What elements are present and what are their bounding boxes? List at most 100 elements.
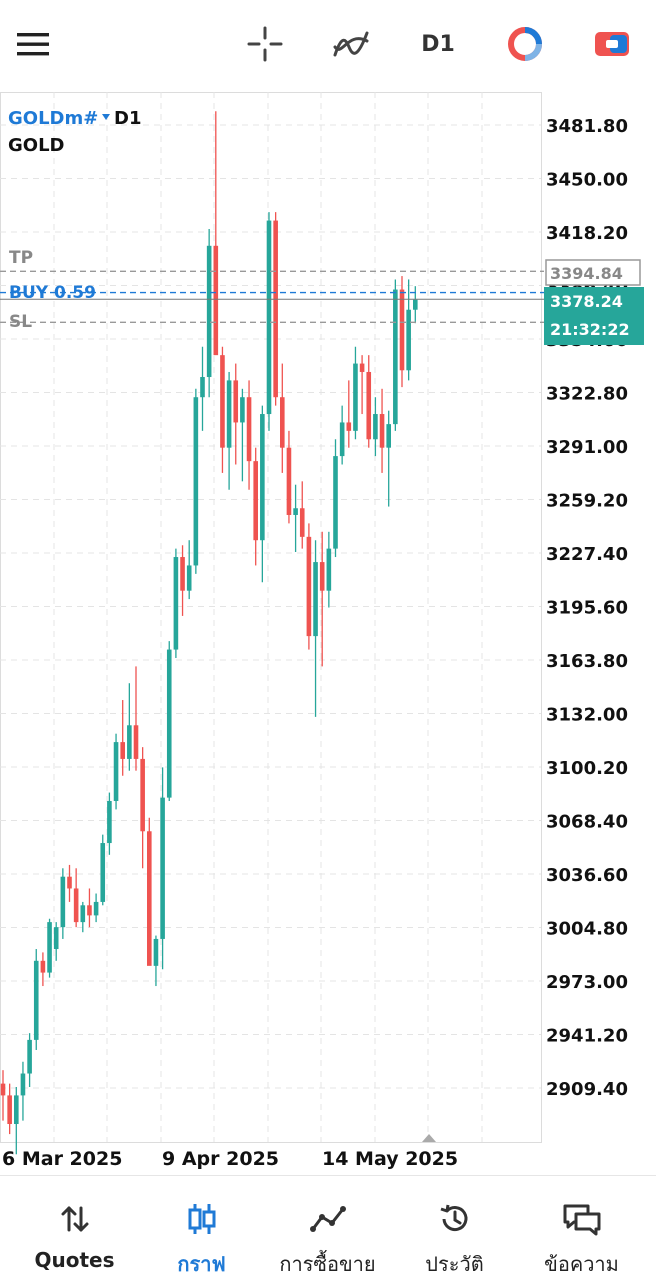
candle-body [153, 938, 159, 966]
sl-label: SL [9, 312, 32, 332]
date-axis: 6 Mar 2025 9 Apr 2025 14 May 2025 [2, 1148, 458, 1170]
crosshair-icon[interactable] [244, 22, 286, 66]
chart-area[interactable]: 3481.803450.003418.203386.403354.603322.… [0, 90, 656, 1175]
nav-trade[interactable]: การซื้อขาย [262, 1176, 393, 1281]
candle-body [73, 888, 79, 923]
candle-body [386, 424, 391, 448]
candle-body [246, 397, 252, 462]
symbol-description: GOLD [8, 135, 65, 156]
chart-icon [187, 1202, 217, 1236]
candle-body [306, 536, 312, 637]
candle-body [166, 649, 172, 798]
tp-price-label: 3394.84 [550, 264, 623, 283]
symbol-label[interactable]: GOLDm# [8, 108, 98, 129]
candle-body [193, 397, 199, 566]
candle-body [286, 447, 292, 515]
bottom-nav: Quotes กราฟ การซื้อขาย ประวัติ ข้อความ [0, 1175, 656, 1281]
price-tick-label: 3259.20 [546, 491, 628, 512]
candle-body [413, 299, 418, 310]
candle-body [266, 220, 272, 415]
candle-body [186, 565, 192, 591]
symbol-dropdown-icon[interactable] [102, 114, 110, 120]
nav-trade-label: การซื้อขาย [279, 1252, 376, 1276]
candle-body [393, 289, 398, 425]
candles-layer [0, 111, 418, 1155]
candle-body [67, 876, 72, 889]
nav-chart[interactable]: กราฟ [136, 1176, 267, 1281]
price-tick-label: 2973.00 [546, 972, 628, 993]
price-tick-label: 2941.20 [546, 1026, 628, 1047]
price-tick-label: 3195.60 [546, 598, 628, 619]
candle-body [206, 245, 212, 378]
price-tick-label: 3450.00 [546, 170, 628, 191]
price-tick-label: 3163.80 [546, 651, 628, 672]
price-tick-label: 3004.80 [546, 919, 628, 940]
candle-body [260, 414, 265, 541]
candle-body [0, 1083, 6, 1096]
price-tick-label: 2909.40 [546, 1079, 628, 1100]
candle-body [280, 397, 285, 448]
current-price-box [544, 287, 644, 345]
candle-body [406, 309, 411, 371]
tp-price-box [545, 259, 641, 286]
candle-body [326, 548, 332, 591]
date-tick-label: 14 May 2025 [322, 1148, 458, 1170]
candle-body [313, 562, 318, 637]
candle-body [7, 1095, 12, 1125]
candle-body [253, 461, 258, 541]
candle-body [133, 725, 139, 759]
candle-body [346, 422, 352, 431]
candle-body [173, 557, 179, 650]
candle-body [80, 905, 86, 923]
candle-body [299, 508, 305, 537]
trade-levels [0, 270, 544, 324]
chart-timeframe-label: D1 [114, 108, 141, 129]
buy-position-label[interactable]: BUY 0.59 [9, 283, 96, 303]
nav-messages[interactable]: ข้อความ [516, 1176, 647, 1281]
nav-history-label: ประวัติ [425, 1252, 484, 1276]
candle-body [233, 380, 239, 423]
price-tick-label: 3132.00 [546, 705, 628, 726]
candle-body [147, 831, 152, 966]
candle-body [333, 456, 338, 549]
top-toolbar: D1 [0, 0, 656, 88]
candle-body [113, 742, 119, 801]
quotes-icon [60, 1202, 90, 1236]
candle-body [53, 927, 59, 950]
nav-quotes-label: Quotes [34, 1248, 115, 1272]
candle-body [379, 414, 385, 448]
plot-frame [0, 92, 542, 1143]
candle-body [33, 960, 39, 1040]
trade-toggle-icon[interactable] [592, 22, 632, 66]
tp-label: TP [9, 248, 33, 268]
scroll-marker-icon[interactable] [422, 1134, 436, 1142]
candle-body [319, 562, 325, 591]
price-tick-label: 3291.00 [546, 437, 628, 458]
nav-history[interactable]: ประวัติ [389, 1176, 520, 1281]
nav-quotes[interactable]: Quotes [9, 1176, 140, 1281]
candle-body [240, 397, 245, 423]
timeframe-button[interactable]: D1 [421, 31, 455, 57]
candle-body [366, 371, 372, 440]
nav-messages-label: ข้อความ [544, 1252, 619, 1276]
bar-countdown-label: 21:32:22 [550, 320, 630, 339]
candle-body [127, 725, 132, 759]
objects-icon[interactable] [503, 22, 547, 66]
indicators-icon[interactable] [330, 22, 372, 66]
candle-body [20, 1073, 26, 1096]
menu-icon[interactable] [14, 22, 52, 66]
price-tick-label: 3036.60 [546, 865, 628, 886]
candle-body [273, 220, 278, 398]
date-tick-label: 6 Mar 2025 [2, 1148, 122, 1170]
price-tick-label: 3227.40 [546, 544, 628, 565]
price-tick-label: 3068.40 [546, 812, 628, 833]
messages-icon [562, 1202, 602, 1236]
candle-body [100, 843, 106, 902]
candle-body [93, 901, 99, 916]
candle-body [399, 289, 405, 371]
candle-body [160, 797, 165, 939]
candle-body [140, 758, 145, 832]
price-chart[interactable]: 3481.803450.003418.203386.403354.603322.… [0, 90, 656, 1175]
history-icon [438, 1202, 472, 1236]
candle-body [107, 800, 112, 844]
